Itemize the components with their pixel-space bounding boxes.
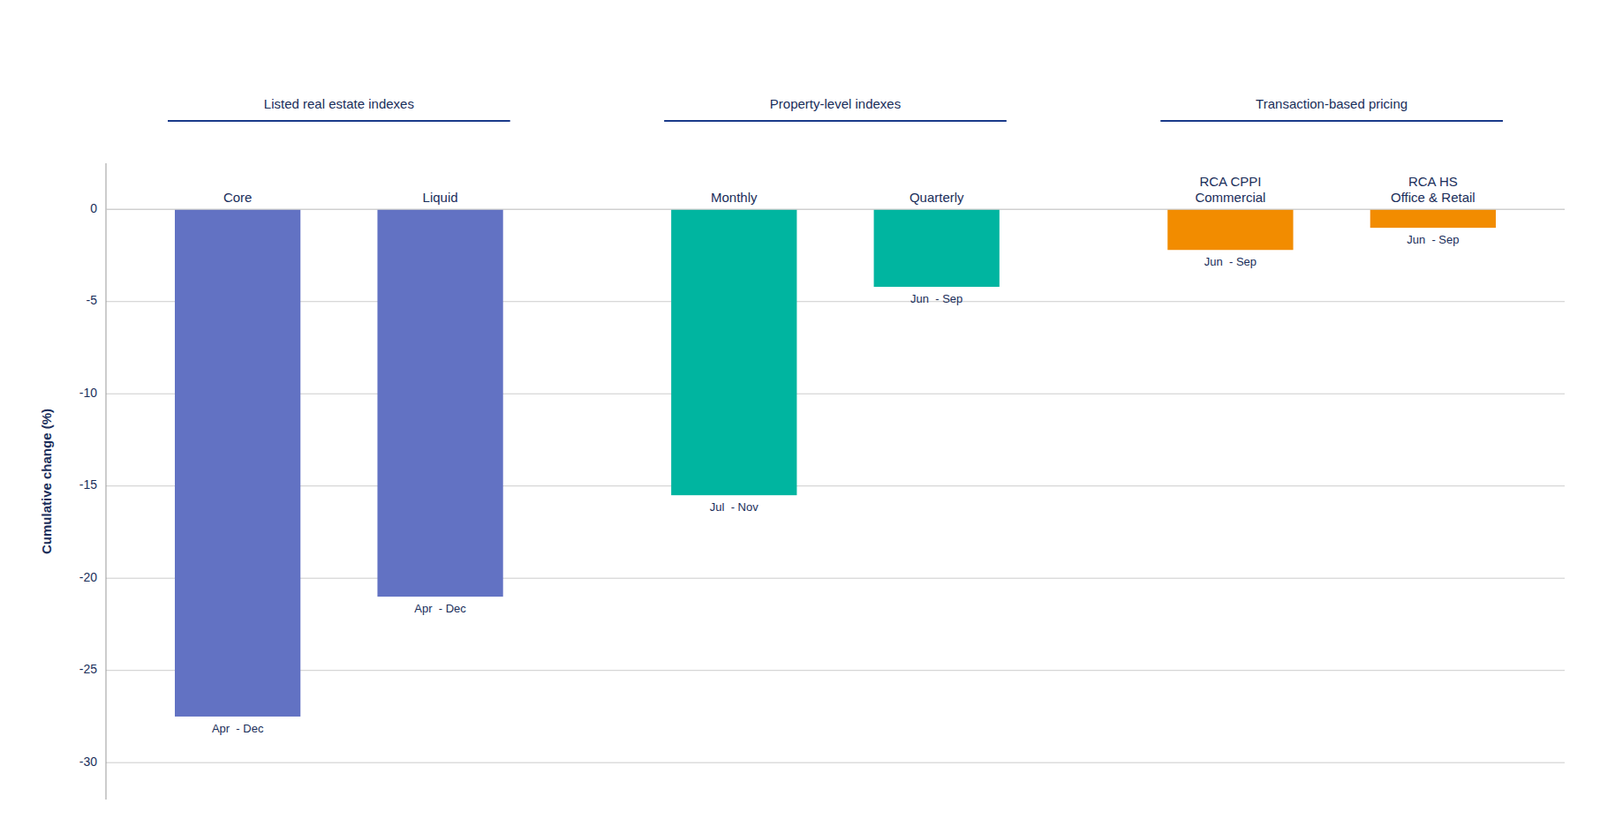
bars — [174, 209, 1496, 717]
y-tick-label: -30 — [79, 754, 98, 770]
grid-line — [105, 209, 1565, 211]
y-axis-label: Cumulative change (%) — [38, 408, 54, 555]
y-tick-label: -10 — [79, 385, 98, 400]
category-label-line: RCA HS — [1408, 173, 1458, 189]
sublabel: Jun - Sep — [1406, 233, 1459, 247]
bar — [1370, 209, 1496, 228]
y-tick-label: -25 — [79, 662, 98, 677]
category-label-line: Liquid — [422, 189, 459, 205]
category-label: Core — [223, 189, 253, 205]
bar — [1167, 209, 1293, 250]
category-label: RCA CPPICommercial — [1194, 173, 1266, 205]
y-tick-label: -5 — [86, 293, 99, 308]
category-label-line: Monthly — [710, 189, 758, 205]
group-label: Listed real estate indexes — [264, 96, 415, 112]
sublabel: Jun - Sep — [910, 292, 963, 306]
sublabel: Jul - Nov — [709, 500, 759, 514]
chart: 0 -5 -10 -15 -20 -25 -30 Cumulative change (%) C… — [0, 0, 1600, 826]
grid-line — [105, 393, 1565, 395]
category-label-line: Commercial — [1194, 189, 1266, 205]
bar — [874, 209, 1000, 287]
category-label-line: Core — [223, 189, 253, 205]
category-label: Monthly — [710, 189, 758, 205]
category-label: Quarterly — [909, 189, 965, 205]
group-line — [664, 120, 1007, 122]
category-label: RCA HSOffice & Retail — [1390, 173, 1476, 205]
sublabel: Apr - Dec — [211, 722, 265, 736]
category-label-line: Quarterly — [909, 189, 965, 205]
grid-line — [105, 301, 1565, 302]
sublabel: Jun - Sep — [1204, 255, 1257, 269]
grid — [105, 209, 1565, 763]
group-line — [1160, 120, 1503, 122]
grid-line — [105, 578, 1565, 580]
category-label: Liquid — [422, 189, 459, 205]
grid-line — [105, 762, 1565, 764]
grid-line — [105, 670, 1565, 672]
y-axis-line — [105, 163, 107, 800]
bar — [671, 209, 797, 496]
bar — [377, 209, 503, 597]
y-tick-label: -20 — [79, 570, 98, 585]
zero-line — [105, 209, 1565, 211]
category-label-line: Office & Retail — [1390, 189, 1476, 205]
group-label: Transaction-based pricing — [1255, 96, 1408, 112]
y-tick-label: -15 — [79, 477, 98, 492]
group-line — [167, 120, 511, 122]
sublabel: Apr - Dec — [414, 602, 467, 616]
category-label-line: RCA CPPI — [1199, 173, 1261, 189]
bar — [174, 209, 301, 717]
group-label: Property-level indexes — [769, 96, 901, 112]
grid-line — [105, 485, 1565, 487]
y-tick-label: 0 — [90, 201, 98, 216]
